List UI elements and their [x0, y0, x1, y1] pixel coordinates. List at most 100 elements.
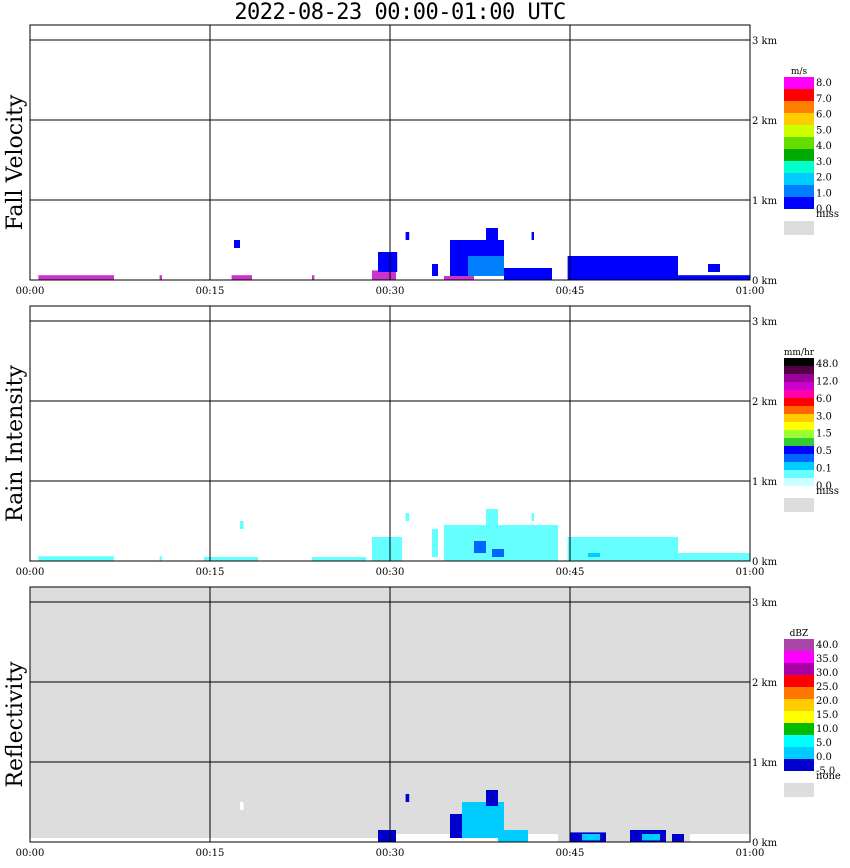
- x-tick-label: 01:00: [736, 567, 765, 578]
- colorbar-swatch: [784, 173, 814, 185]
- colorbar-swatch: [784, 639, 814, 651]
- colorbar-miss-swatch: [784, 498, 814, 512]
- x-tick-label: 00:45: [556, 567, 585, 578]
- echo-cell: [588, 553, 600, 557]
- echo-cell: [378, 830, 396, 842]
- y-tick-label: 0 km: [752, 276, 778, 287]
- colorbar-swatch: [784, 663, 814, 675]
- echo-cell: [405, 794, 410, 802]
- echo-cell: [159, 556, 162, 561]
- colorbar-label: 7.0: [816, 94, 832, 105]
- plot-frame: [29, 586, 751, 843]
- echo-cell: [240, 521, 244, 529]
- x-tick-label: 00:15: [196, 567, 225, 578]
- colorbar-swatch: [784, 462, 814, 470]
- colorbar-label: 0.0: [816, 204, 832, 215]
- y-tick-label: 3 km: [752, 598, 778, 609]
- echo-cell: [708, 264, 720, 272]
- y-axis-label: Reflectivity: [3, 661, 28, 788]
- echo-cell: [498, 830, 528, 842]
- x-tick-label: 00:45: [556, 286, 585, 297]
- echo-cell: [690, 834, 750, 842]
- echo-cell: [642, 834, 660, 841]
- colorbar-label: 2.0: [816, 173, 832, 184]
- colorbar-label: 0.5: [816, 446, 832, 457]
- y-axis-label: Rain Intensity: [3, 364, 28, 521]
- colorbar-label: 35.0: [816, 654, 838, 665]
- echo-cell: [312, 557, 366, 561]
- echo-cell: [240, 802, 244, 810]
- colorbar-unit: dBZ: [790, 629, 809, 639]
- colorbar-label: 3.0: [816, 411, 832, 422]
- colorbar-swatch: [784, 759, 814, 771]
- colorbar-label: 8.0: [816, 78, 832, 89]
- echo-cell: [678, 275, 750, 280]
- colorbar-swatch: [784, 77, 814, 89]
- echo-cell: [672, 834, 684, 842]
- colorbar-swatch: [784, 382, 814, 390]
- echo-cell: [492, 549, 504, 557]
- colorbar-swatch: [784, 422, 814, 430]
- x-tick-label: 00:00: [16, 848, 45, 859]
- echo-cell: [204, 557, 258, 561]
- colorbar-swatch: [784, 430, 814, 438]
- colorbar-swatch: [784, 390, 814, 398]
- echo-cell: [432, 529, 438, 557]
- colorbar-label: 0.0: [816, 481, 832, 492]
- y-tick-label: 2 km: [752, 678, 778, 689]
- colorbar-swatch: [784, 446, 814, 454]
- echo-cell: [486, 228, 498, 248]
- echo-cell: [159, 275, 162, 280]
- colorbar-miss-label: none: [816, 771, 841, 782]
- colorbar-unit: m/s: [791, 67, 808, 77]
- colorbar-swatch: [784, 101, 814, 113]
- x-tick-label: 00:00: [16, 286, 45, 297]
- x-tick-label: 01:00: [736, 286, 765, 297]
- echo-cell: [372, 270, 396, 280]
- y-tick-label: 2 km: [752, 397, 778, 408]
- colorbar-swatch: [784, 406, 814, 414]
- colorbar-label: 3.0: [816, 157, 832, 168]
- colorbar-swatch: [784, 438, 814, 446]
- colorbar-label: 4.0: [816, 141, 832, 152]
- echo-cell: [405, 232, 410, 240]
- colorbar-swatch: [784, 723, 814, 735]
- colorbar-swatch: [784, 374, 814, 382]
- plot-frame: [29, 24, 751, 281]
- colorbar-label: 48.0: [816, 359, 838, 370]
- y-tick-label: 3 km: [752, 317, 778, 328]
- colorbar-swatch: [784, 747, 814, 759]
- echo-cell: [567, 256, 678, 280]
- colorbar-miss-label: miss: [816, 209, 839, 220]
- x-tick-label: 00:30: [376, 286, 405, 297]
- echo-cell: [312, 275, 315, 280]
- colorbar-miss-swatch: [784, 783, 814, 797]
- echo-cell: [30, 838, 378, 842]
- colorbar-swatch: [784, 89, 814, 101]
- echo-cell: [405, 513, 410, 521]
- y-tick-label: 1 km: [752, 196, 778, 207]
- echo-cell: [432, 264, 438, 276]
- colorbar-swatch: [784, 398, 814, 406]
- echo-cell: [468, 256, 504, 276]
- echo-cell: [378, 252, 398, 272]
- panel-reflectivity: 00:00 00:15 00:30 00:45 01:000 km 1 km 2 km 3 k…: [3, 586, 841, 859]
- colorbar-label: 0.1: [816, 464, 832, 475]
- colorbar-label: 5.0: [816, 738, 832, 749]
- echo-cell: [678, 553, 750, 561]
- echo-cell: [474, 541, 486, 553]
- echo-cell: [486, 509, 498, 529]
- colorbar-swatch: [784, 414, 814, 422]
- x-tick-label: 00:15: [196, 848, 225, 859]
- colorbar-swatch: [784, 149, 814, 161]
- colorbar-swatch: [784, 358, 814, 366]
- colorbar-swatch: [784, 366, 814, 374]
- colorbar-swatch: [784, 478, 814, 486]
- echo-cell: [567, 537, 678, 561]
- panel-fall-velocity: 00:00 00:15 00:30 00:45 01:000 km 1 km 2 km 3 k…: [3, 24, 839, 297]
- colorbar-swatch: [784, 161, 814, 173]
- colorbar-label: 12.0: [816, 376, 838, 387]
- echo-cell: [462, 802, 504, 838]
- echo-cell: [531, 513, 534, 521]
